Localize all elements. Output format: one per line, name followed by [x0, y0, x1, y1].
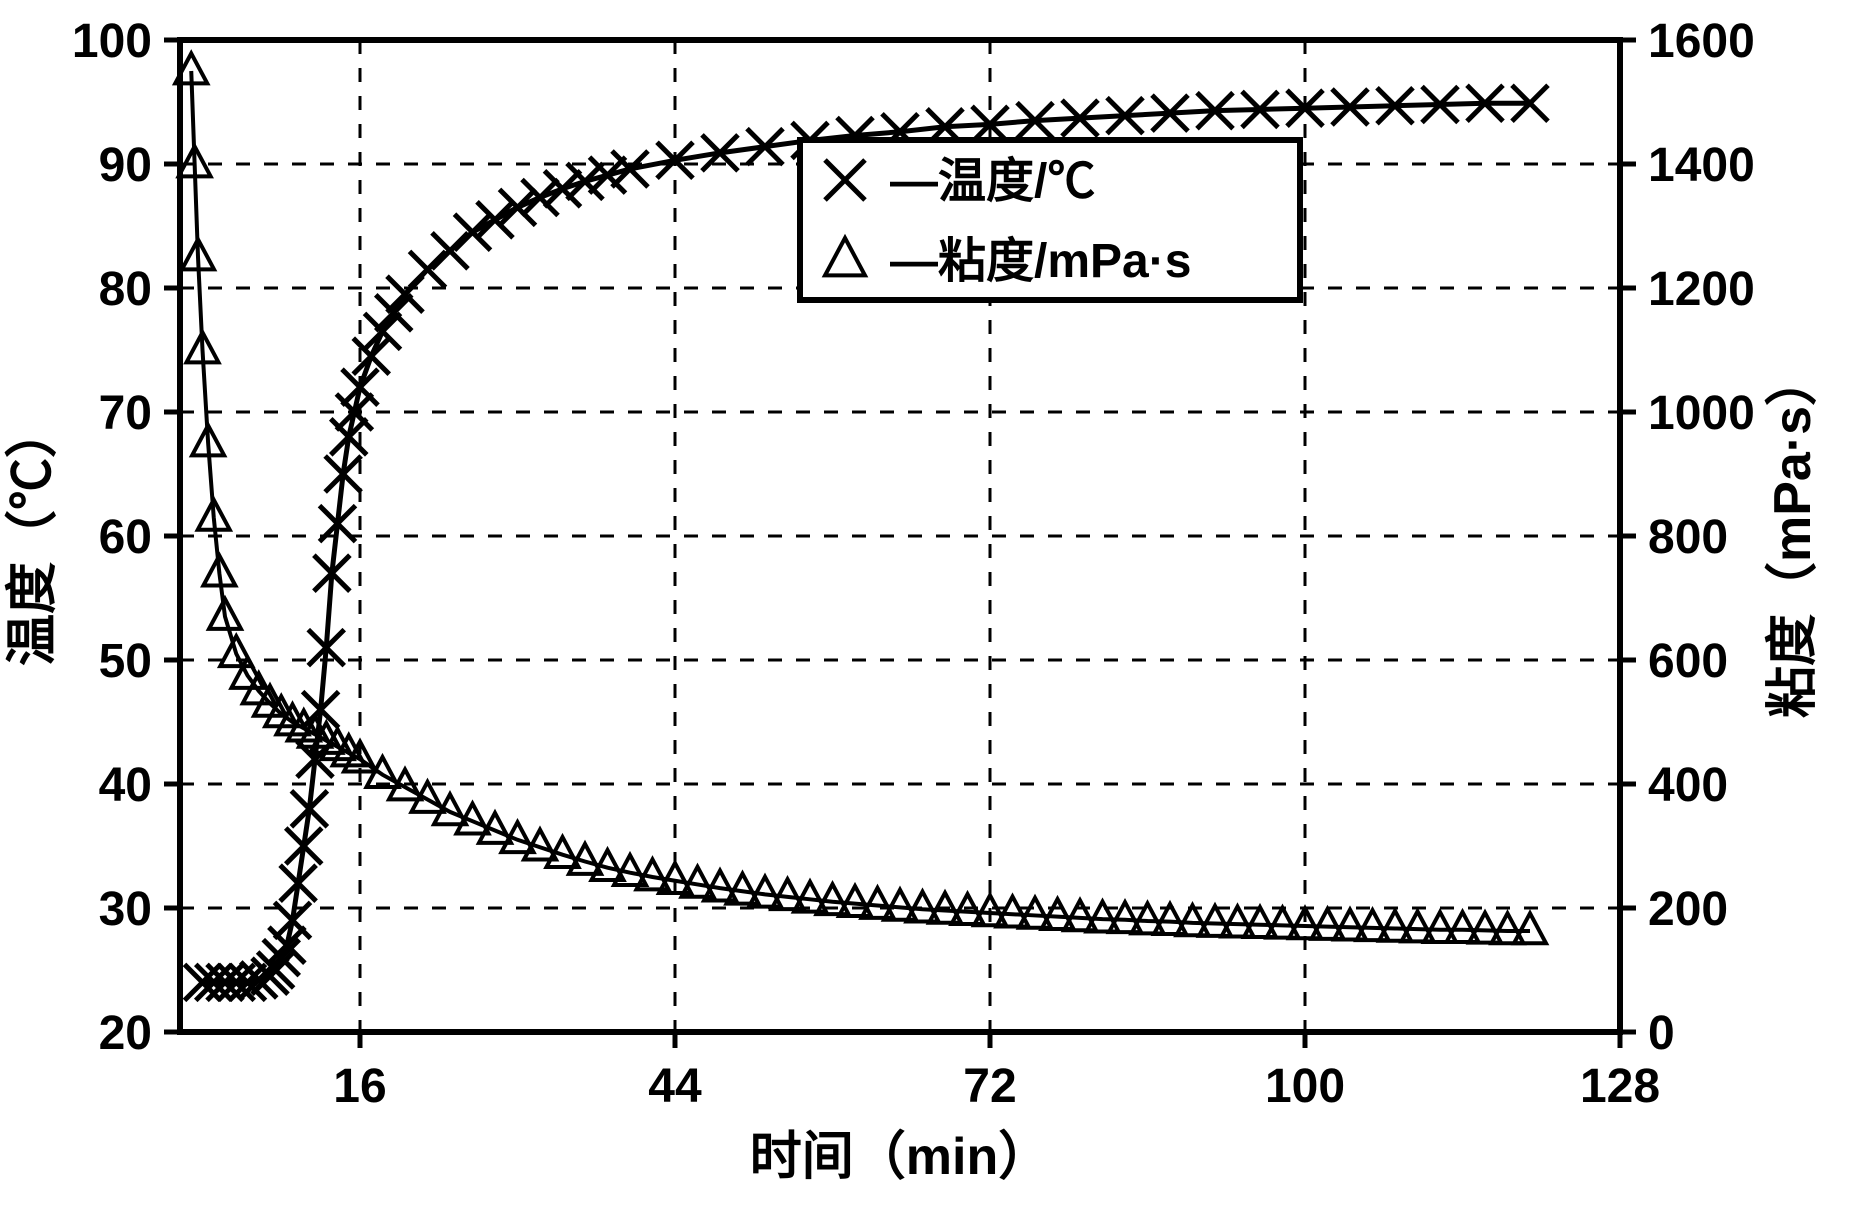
- svg-text:1600: 1600: [1648, 15, 1755, 68]
- svg-text:80: 80: [99, 263, 152, 316]
- svg-text:90: 90: [99, 139, 152, 192]
- svg-text:1200: 1200: [1648, 263, 1755, 316]
- svg-text:70: 70: [99, 387, 152, 440]
- svg-text:—温度/℃: —温度/℃: [890, 155, 1095, 208]
- svg-text:200: 200: [1648, 883, 1728, 936]
- svg-text:1400: 1400: [1648, 139, 1755, 192]
- svg-text:16: 16: [333, 1060, 386, 1113]
- svg-text:0: 0: [1648, 1007, 1675, 1060]
- svg-text:100: 100: [1265, 1060, 1345, 1113]
- y-left-axis-label: 温度（℃）: [4, 406, 62, 666]
- y-right-axis-label: 粘度（mPa·s）: [1764, 354, 1822, 718]
- svg-text:800: 800: [1648, 511, 1728, 564]
- svg-text:128: 128: [1580, 1060, 1660, 1113]
- svg-text:40: 40: [99, 759, 152, 812]
- svg-text:20: 20: [99, 1007, 152, 1060]
- chart-container: 1644721001282030405060708090100020040060…: [0, 0, 1867, 1220]
- svg-text:44: 44: [648, 1060, 702, 1113]
- svg-text:600: 600: [1648, 635, 1728, 688]
- svg-text:60: 60: [99, 511, 152, 564]
- svg-text:—粘度/mPa·s: —粘度/mPa·s: [890, 235, 1191, 288]
- svg-text:72: 72: [963, 1060, 1016, 1113]
- chart-svg: 1644721001282030405060708090100020040060…: [0, 0, 1867, 1220]
- x-axis-label: 时间（min）: [750, 1128, 1050, 1186]
- svg-text:30: 30: [99, 883, 152, 936]
- svg-text:50: 50: [99, 635, 152, 688]
- svg-text:400: 400: [1648, 759, 1728, 812]
- legend: —温度/℃ —粘度/mPa·s: [800, 140, 1300, 300]
- svg-text:1000: 1000: [1648, 387, 1755, 440]
- svg-text:100: 100: [72, 15, 152, 68]
